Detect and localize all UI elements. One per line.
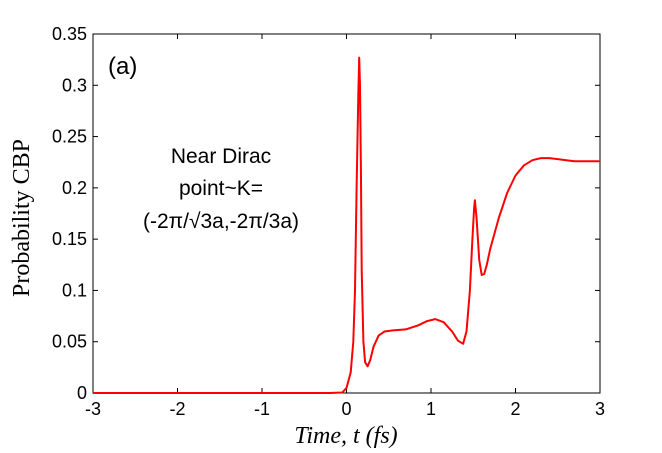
y-tick-label: 0.3 xyxy=(62,75,87,95)
panel-label: (a) xyxy=(108,53,137,80)
x-tick-label: 1 xyxy=(426,399,436,419)
y-tick-label: 0 xyxy=(77,383,87,403)
y-tick-label: 0.15 xyxy=(52,229,87,249)
y-tick-label: 0.2 xyxy=(62,178,87,198)
y-axis-ticks: 0 0.05 0.1 0.15 0.2 0.25 0.3 0.35 xyxy=(52,24,600,403)
annotation-line-3: (-2π/√3a,-2π/3a) xyxy=(143,210,299,233)
y-tick-label: 0.35 xyxy=(52,24,87,44)
x-axis-ticks: -3 -2 -1 0 1 2 3 xyxy=(85,34,605,419)
y-tick-label: 0.1 xyxy=(62,280,87,300)
x-tick-label: 3 xyxy=(595,399,605,419)
x-tick-label: -2 xyxy=(169,399,185,419)
annotation-line-1: Near Dirac xyxy=(171,145,271,168)
annotation-line-2: point~K= xyxy=(179,177,263,200)
y-tick-label: 0.25 xyxy=(52,127,87,147)
x-tick-label: -3 xyxy=(85,399,101,419)
y-tick-label: 0.05 xyxy=(52,332,87,352)
x-tick-label: 0 xyxy=(341,399,351,419)
plot-area xyxy=(92,33,601,394)
x-axis-title: Time, t (fs) xyxy=(294,423,397,449)
series-line xyxy=(93,56,600,394)
x-tick-label: -1 xyxy=(254,399,270,419)
y-axis-title: Probability CBP xyxy=(9,139,35,297)
x-tick-label: 2 xyxy=(510,399,520,419)
